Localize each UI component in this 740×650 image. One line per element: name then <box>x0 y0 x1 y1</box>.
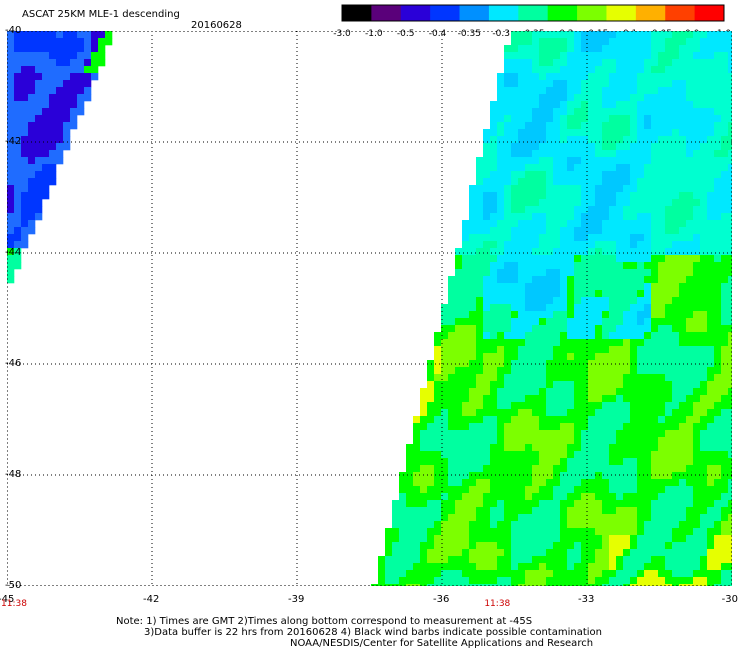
colorbar-swatch <box>430 5 461 21</box>
x-tick-label: -42 <box>143 594 160 605</box>
colorbar-swatch <box>400 5 431 21</box>
colorbar-label: -0.3 <box>492 29 510 39</box>
grid-lines <box>7 31 732 586</box>
colorbar-swatch <box>342 5 372 21</box>
colorbar-label: -0.5 <box>397 29 415 39</box>
note-line-3: NOAA/NESDIS/Center for Satellite Applica… <box>290 638 594 649</box>
x-tick-label: -45 <box>0 594 15 605</box>
colorbar-swatch <box>459 5 490 21</box>
colorbar-label: -0.4 <box>429 29 447 39</box>
colorbar-label: -0.35 <box>458 29 481 39</box>
y-tick-label: -44 <box>5 247 22 258</box>
y-tick-label: -40 <box>5 25 22 36</box>
colorbar-swatch <box>694 5 725 21</box>
note-line-1: Note: 1) Times are GMT 2)Times along bot… <box>116 616 533 627</box>
x-tick-label: -39 <box>288 594 305 605</box>
colorbar-swatch <box>371 5 402 21</box>
colorbar-swatch <box>577 5 607 21</box>
x-tick-label: -30 <box>721 594 738 605</box>
y-tick-label: -48 <box>5 469 22 480</box>
y-tick-label: -50 <box>5 580 22 591</box>
colorbar-swatch <box>488 5 519 21</box>
map-date: 20160628 <box>191 20 242 31</box>
note-line-2: 3)Data buffer is 22 hrs from 20160628 4)… <box>144 627 602 638</box>
y-tick-label: -42 <box>5 136 22 147</box>
map-title: ASCAT 25KM MLE-1 descending <box>22 9 180 20</box>
colorbar-swatch <box>606 5 637 21</box>
colorbar-swatch <box>665 5 696 21</box>
colorbar-label: -3.0 <box>333 29 351 39</box>
time-label: 11:38 <box>484 599 511 609</box>
colorbar-label: -1.0 <box>365 29 383 39</box>
time-label: 11:38 <box>1 599 27 609</box>
x-tick-label: -33 <box>578 594 595 605</box>
colorbar-swatch <box>547 5 578 21</box>
colorbar-swatch <box>518 5 549 21</box>
map-plot <box>7 31 732 586</box>
y-tick-label: -46 <box>5 358 22 369</box>
swath-cells <box>7 31 732 586</box>
colorbar-swatch <box>635 5 666 21</box>
x-tick-label: -36 <box>433 594 450 605</box>
